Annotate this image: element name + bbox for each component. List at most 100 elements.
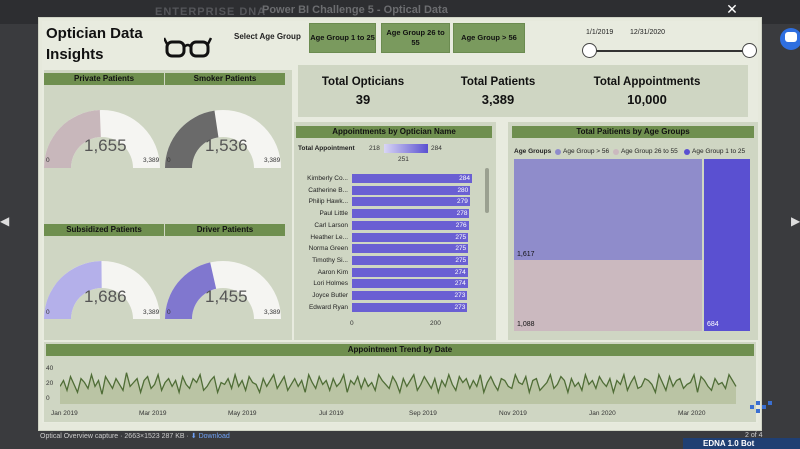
subsidized-patients-gauge — [44, 261, 160, 319]
download-label: Download — [198, 433, 230, 440]
smoker-patients-gauge — [165, 110, 281, 168]
optician-bar[interactable] — [352, 197, 470, 207]
legend-gradient — [384, 144, 428, 153]
subsidized-patients-header: Subsidized Patients — [44, 224, 164, 236]
private-patients-value: 1,655 — [84, 136, 127, 155]
optician-name: Paul Little — [319, 210, 348, 218]
legend-age-56-plus: Age Group > 56 — [563, 148, 610, 155]
optician-name: Joyce Butler — [312, 292, 348, 299]
optician-name: Catherine B... — [308, 186, 348, 194]
legend-dot — [613, 149, 619, 155]
prev-arrow-icon[interactable]: ◀ — [0, 214, 10, 228]
gauge-max: 3,389 — [143, 157, 160, 164]
trend-marks — [60, 372, 737, 404]
capture-text: Optical Overview capture · 2663×1523 287… — [40, 433, 189, 440]
legend-min: 218 — [369, 145, 380, 152]
optician-bar[interactable] — [352, 232, 469, 242]
optician-name: Lori Holmes — [313, 280, 348, 288]
gauge-min: 0 — [46, 157, 50, 164]
treemap-cell-56-plus[interactable] — [514, 159, 702, 260]
edna-bot-button[interactable]: EDNA 1.0 Bot — [683, 438, 800, 449]
optician-name: Carl Larson — [314, 221, 348, 229]
x-tick: Jan 2020 — [589, 410, 616, 417]
date-slider-track[interactable] — [590, 50, 750, 52]
bars-scrollbar[interactable] — [485, 168, 489, 213]
treemap-header: Total Paitients by Age Groups — [512, 126, 754, 138]
next-arrow-icon[interactable]: ▶ — [791, 214, 800, 228]
gauge-max: 3,389 — [264, 309, 281, 316]
age-group-56-plus-button[interactable]: Age Group > 56 — [453, 23, 525, 53]
age-group-1-25-button[interactable]: Age Group 1 to 25 — [309, 23, 376, 53]
legend-dot — [684, 149, 690, 155]
chat-icon[interactable] — [780, 28, 800, 50]
gauge-min: 0 — [167, 309, 171, 316]
y-tick: 0 — [46, 395, 50, 402]
optician-bar-value: 278 — [456, 210, 468, 218]
trend-line — [60, 372, 737, 395]
optician-bar[interactable] — [352, 244, 469, 254]
age-group-26-55-button[interactable]: Age Group 26 to 55 — [381, 23, 450, 53]
optician-bar-value: 276 — [455, 221, 467, 229]
x-tick: 0 — [350, 320, 354, 327]
legend-age-1-25: Age Group 1 to 25 — [692, 148, 746, 155]
date-slider-start-handle[interactable] — [582, 43, 597, 58]
download-link[interactable]: ⬇ Download — [190, 433, 230, 440]
gauge-fill — [44, 261, 102, 319]
x-tick: Sep 2019 — [409, 410, 437, 417]
x-tick: 200 — [430, 320, 441, 327]
title-line-1: Optician Data — [46, 25, 143, 42]
page-title: Optician Data Insights — [46, 23, 166, 65]
appointments-legend-label: Total Appointment — [298, 145, 355, 152]
gauge-fill — [165, 110, 219, 168]
glasses-icon — [164, 37, 212, 58]
page-indicator: 2 of 4 — [745, 432, 763, 439]
optician-name: Philip Hawk... — [308, 198, 348, 206]
gauges-svg — [44, 110, 281, 319]
age-group-select-label: Select Age Group — [234, 32, 301, 41]
optician-bar[interactable] — [352, 209, 470, 219]
smoker-patients-value: 1,536 — [205, 136, 248, 155]
optician-bar[interactable] — [352, 255, 469, 265]
optician-name: Heather Le... — [310, 233, 348, 241]
x-tick: Jul 2019 — [319, 410, 344, 417]
treemap-value-56-plus: 1,617 — [517, 251, 535, 258]
optician-bar-value: 273 — [454, 292, 466, 299]
total-appointments-label: Total Appointments — [593, 76, 701, 88]
optician-bar-value: 274 — [454, 268, 466, 276]
brand-text: ENTERPRISE DNA — [155, 6, 267, 18]
optician-bar[interactable] — [352, 220, 469, 230]
x-tick: Nov 2019 — [499, 410, 527, 417]
x-tick: Jan 2019 — [51, 410, 78, 417]
legend-max: 284 — [431, 145, 442, 152]
date-slider-end-handle[interactable] — [742, 43, 757, 58]
gauge-fill — [44, 110, 101, 168]
treemap-value-26-55: 1,088 — [517, 321, 535, 328]
optician-bar-value: 279 — [457, 198, 468, 206]
trend-chart-svg — [60, 372, 737, 404]
legend-mid: 251 — [398, 156, 409, 163]
optician-bar[interactable] — [352, 267, 468, 277]
optician-bar[interactable] — [352, 302, 468, 312]
optician-bar[interactable] — [352, 279, 468, 289]
optician-bar-value: 275 — [455, 256, 467, 264]
gauge-fill — [165, 262, 217, 319]
treemap-cell-26-55[interactable] — [514, 260, 702, 331]
driver-patients-value: 1,455 — [205, 287, 248, 306]
optician-bar[interactable] — [352, 185, 471, 195]
window-title: Power BI Challenge 5 - Optical Data — [262, 4, 448, 16]
close-icon[interactable]: ✕ — [726, 1, 738, 17]
total-appointments-value: 10,000 — [627, 92, 667, 107]
gauge-min: 0 — [167, 157, 171, 164]
optician-name: Norma Green — [308, 245, 348, 253]
optician-name: Kimberly Co... — [307, 175, 348, 182]
x-tick: Mar 2019 — [139, 410, 167, 417]
optician-bar-value: 284 — [459, 175, 470, 182]
total-opticians-label: Total Opticians — [321, 76, 405, 88]
optician-bar[interactable] — [352, 291, 468, 300]
treemap-cell-1-25[interactable] — [704, 159, 750, 331]
optician-bar[interactable] — [352, 174, 472, 183]
optician-name: Edward Ryan — [308, 303, 348, 311]
optician-name: Aaron Kim — [317, 268, 348, 276]
gauge-max: 3,389 — [143, 309, 160, 316]
subsidized-patients-value: 1,686 — [84, 287, 127, 306]
